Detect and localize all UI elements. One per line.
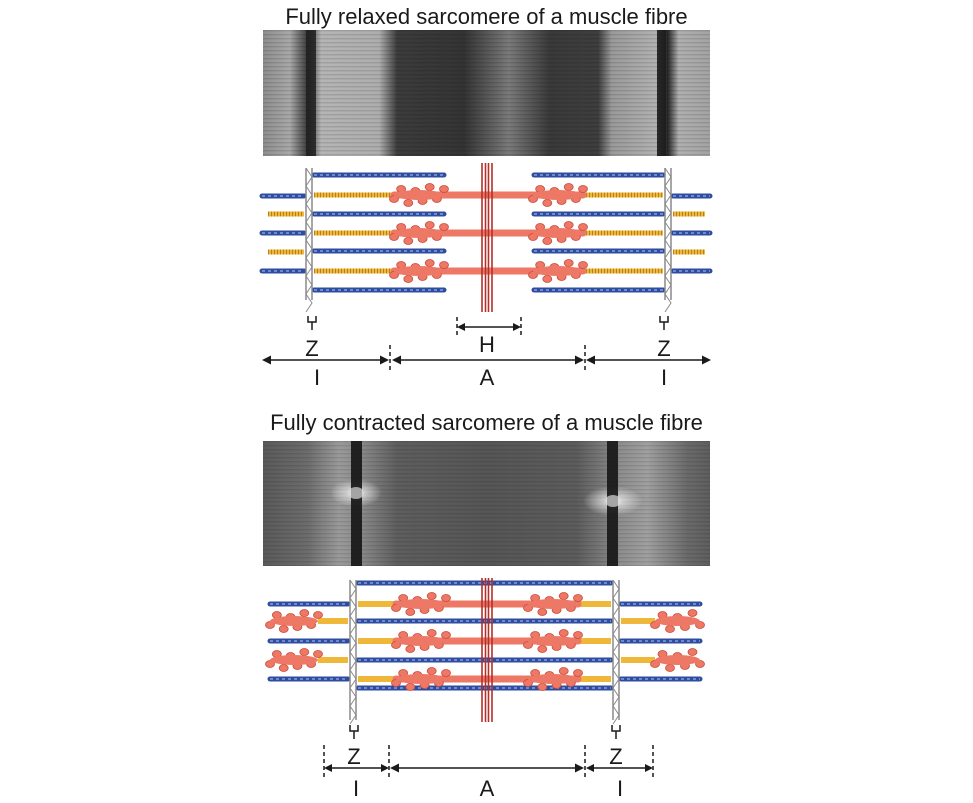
i-band-arrow-left bbox=[262, 355, 389, 365]
m-line bbox=[481, 578, 493, 722]
i-label-right: I bbox=[617, 776, 623, 801]
i-band-arrow-right bbox=[586, 355, 711, 365]
contracted-sarcomere-diagram: Z Z I A I bbox=[265, 578, 705, 801]
z-bracket-left bbox=[307, 316, 317, 330]
a-label: A bbox=[480, 776, 495, 801]
z-label-left: Z bbox=[305, 336, 318, 361]
myosin-heads bbox=[265, 648, 323, 672]
i-label-left: I bbox=[353, 776, 359, 801]
h-label: H bbox=[479, 332, 495, 357]
z-disc bbox=[664, 167, 672, 313]
relaxed-sarcomere-diagram: Z H Z I A I bbox=[259, 163, 713, 390]
myosin-heads bbox=[265, 609, 323, 633]
contracted-micrograph bbox=[263, 441, 710, 566]
z-label-left: Z bbox=[347, 744, 360, 769]
myosin-heads bbox=[523, 667, 583, 691]
myosin-heads bbox=[650, 648, 705, 672]
i-band-arrow-right bbox=[586, 764, 653, 772]
relaxed-title: Fully relaxed sarcomere of a muscle fibr… bbox=[285, 4, 688, 29]
relaxed-filaments bbox=[259, 163, 713, 313]
myosin-heads bbox=[389, 221, 449, 245]
myosin-heads bbox=[523, 592, 583, 616]
z-bracket-right bbox=[611, 725, 621, 739]
i-band-arrow-left bbox=[324, 764, 389, 772]
myosin-heads bbox=[528, 221, 588, 245]
myosin-heads bbox=[528, 183, 588, 207]
z-label-right: Z bbox=[657, 336, 670, 361]
myosin-heads bbox=[389, 259, 449, 283]
m-line bbox=[481, 163, 493, 312]
i-label-left: I bbox=[314, 365, 320, 390]
a-label: A bbox=[480, 365, 495, 390]
contracted-filaments bbox=[265, 578, 705, 725]
myosin-heads bbox=[391, 592, 451, 616]
myosin-heads bbox=[650, 609, 705, 633]
h-zone-arrow bbox=[456, 317, 522, 336]
relaxed-micrograph bbox=[263, 30, 710, 156]
z-bracket-right bbox=[659, 316, 669, 330]
myosin-heads bbox=[528, 259, 588, 283]
z-disc bbox=[349, 579, 357, 725]
contracted-title: Fully contracted sarcomere of a muscle f… bbox=[270, 410, 703, 435]
a-band-arrow bbox=[392, 355, 584, 365]
z-disc bbox=[305, 167, 313, 313]
a-band-arrow bbox=[390, 763, 584, 773]
z-disc bbox=[612, 579, 620, 725]
z-bracket-left bbox=[349, 725, 359, 739]
i-label-right: I bbox=[661, 365, 667, 390]
myosin-heads bbox=[391, 667, 451, 691]
myosin-heads bbox=[523, 629, 583, 653]
myosin-heads bbox=[391, 629, 451, 653]
myosin-heads bbox=[389, 183, 449, 207]
z-label-right: Z bbox=[609, 744, 622, 769]
